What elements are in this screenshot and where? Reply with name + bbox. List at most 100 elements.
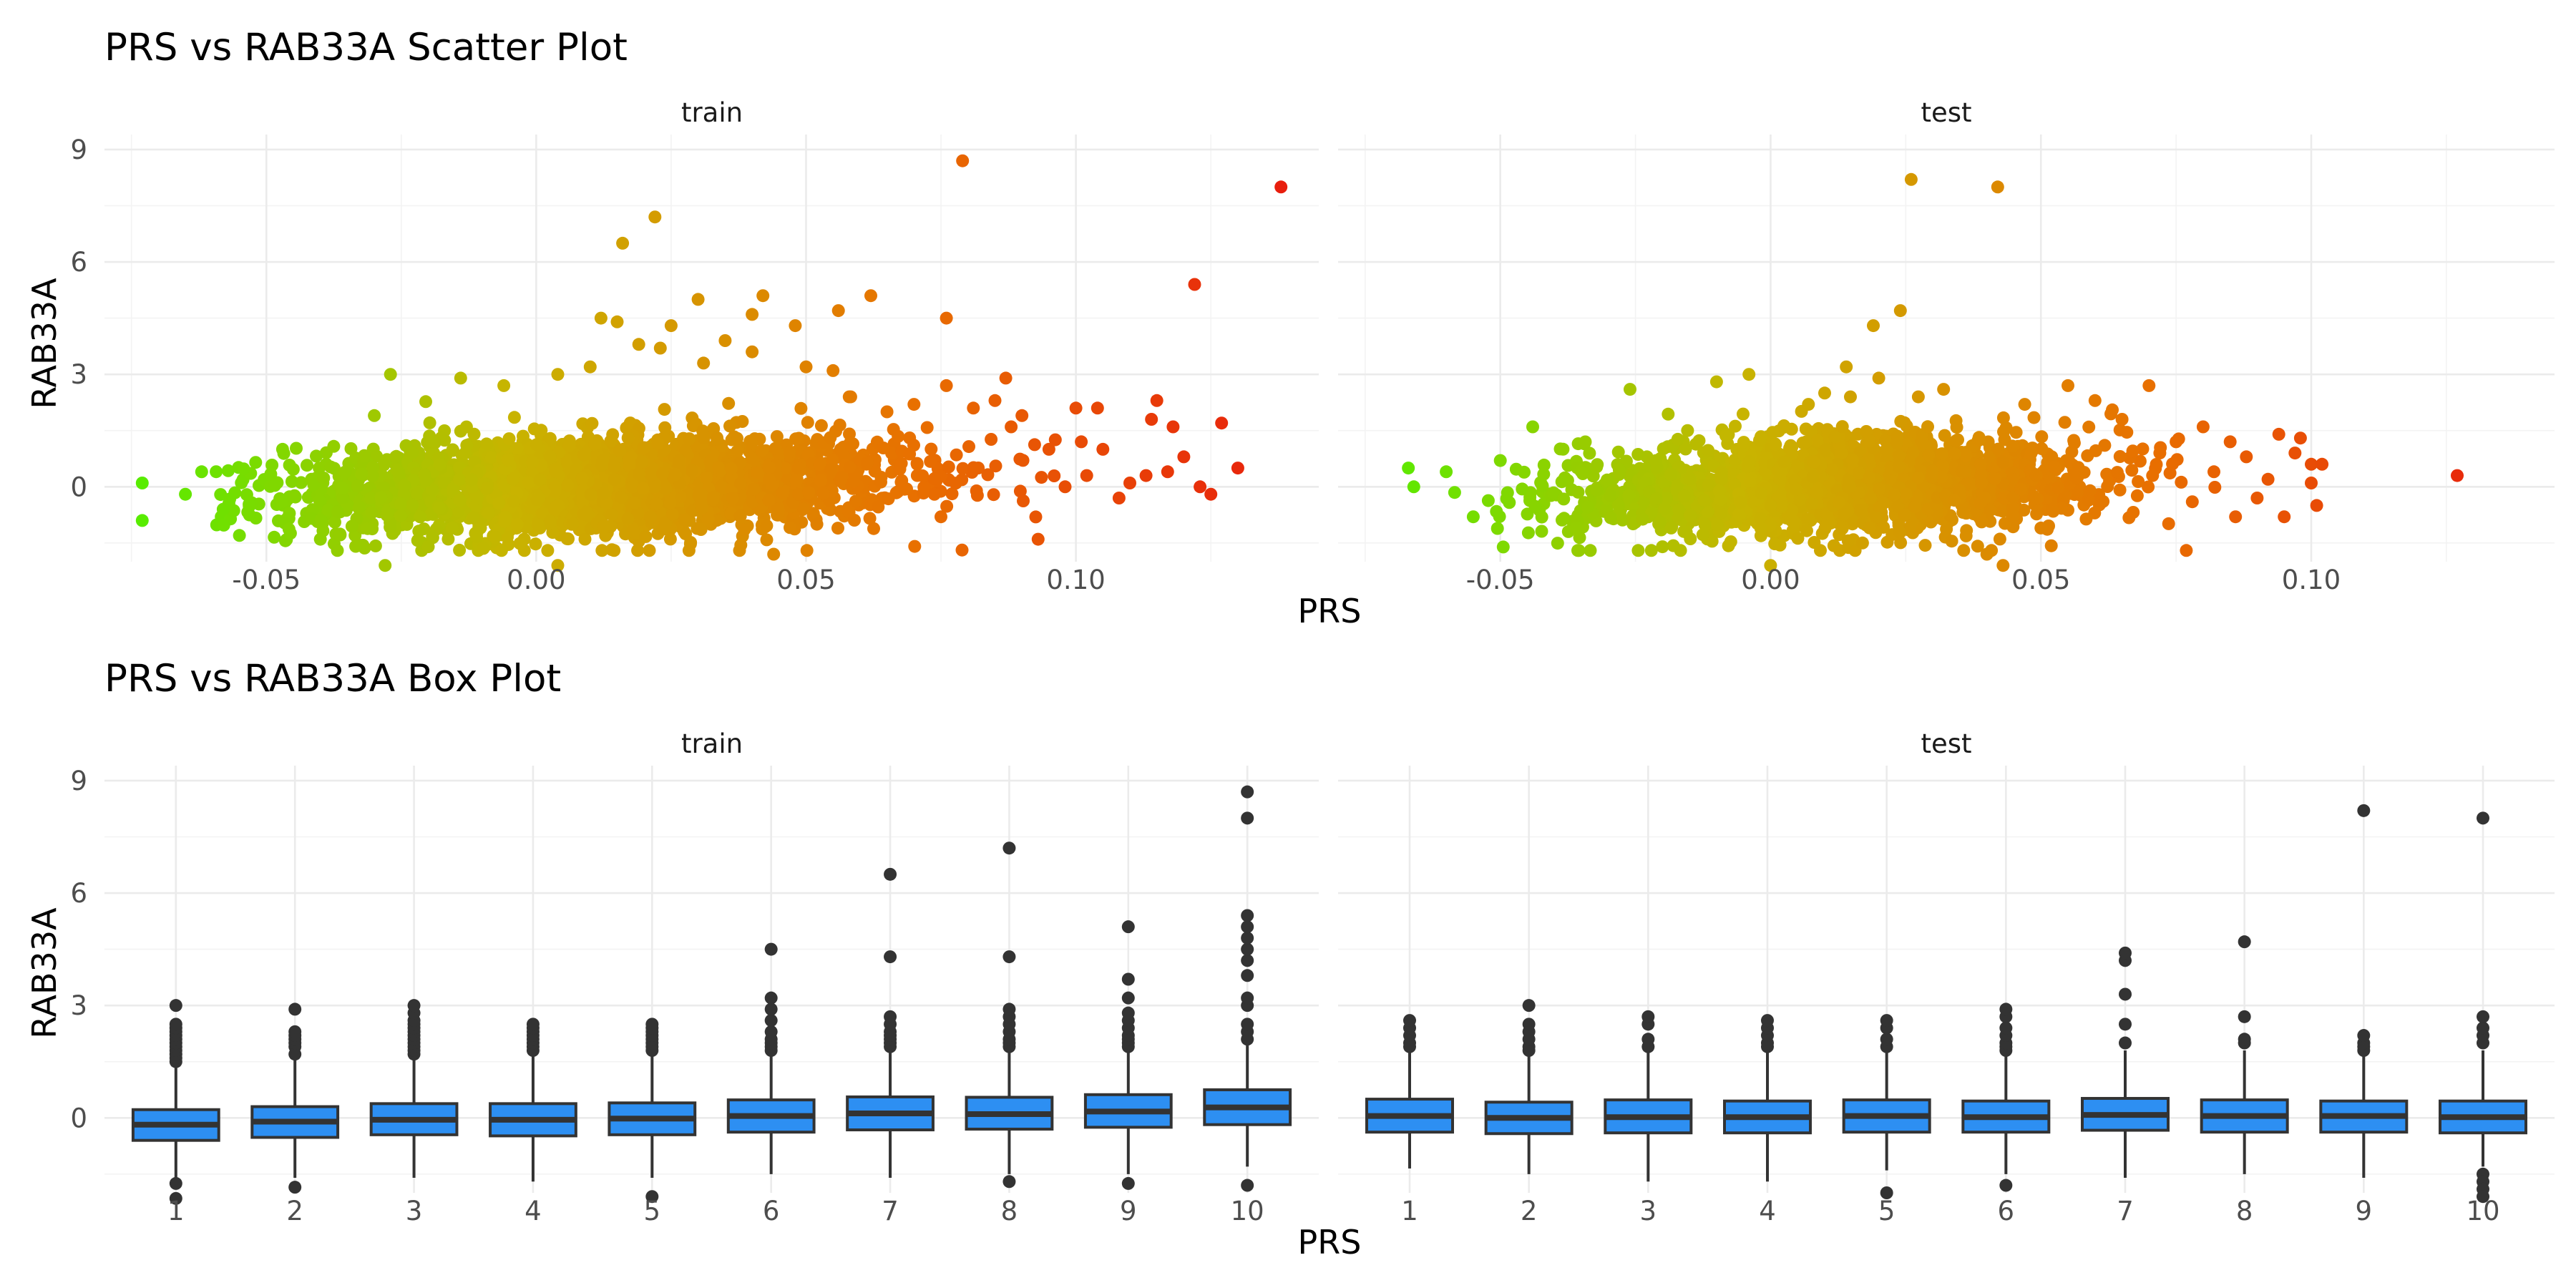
scatter-point <box>1600 473 1614 487</box>
scatter-point <box>2062 379 2074 392</box>
scatter-point <box>578 532 592 546</box>
scatter-point <box>317 472 331 484</box>
scatter-point <box>1948 494 1961 507</box>
scatter-point <box>453 493 467 507</box>
scatter-point <box>726 492 739 505</box>
scatter-point <box>1660 492 1673 504</box>
scatter-point <box>867 522 880 535</box>
scatter-point <box>1080 469 1093 482</box>
scatter-point <box>2293 431 2307 445</box>
scatter-point <box>789 319 802 333</box>
scatter-point <box>223 492 236 506</box>
scatter-point <box>877 441 890 454</box>
scatter-point <box>700 471 713 484</box>
scatter-point <box>418 468 431 482</box>
scatter-point <box>2261 472 2275 486</box>
scatter-point <box>507 411 521 424</box>
scatter-point <box>411 487 424 501</box>
scatter-point <box>635 455 648 469</box>
scatter-point <box>433 458 447 472</box>
scatter-point <box>2136 442 2150 456</box>
box-outlier <box>1121 920 1135 934</box>
scatter-point <box>454 371 467 385</box>
scatter-point <box>1496 540 1510 554</box>
scatter-point <box>762 494 776 507</box>
scatter-point <box>365 506 379 519</box>
scatter-point <box>2083 484 2097 497</box>
x-tick-label: 6 <box>763 1196 780 1226</box>
scatter-point <box>784 521 796 535</box>
scatter-point <box>701 512 715 526</box>
scatter-point <box>1490 504 1503 518</box>
scatter-point <box>950 448 963 462</box>
scatter-point <box>1705 535 1719 548</box>
scatter-point <box>369 539 382 552</box>
x-tick-label: 0.00 <box>507 565 565 595</box>
x-tick-label: 7 <box>882 1196 899 1226</box>
scatter-point <box>745 436 758 450</box>
scatter-point <box>1013 484 1027 498</box>
scatter-point <box>940 311 953 325</box>
box-strip-test: test <box>1921 728 1971 759</box>
scatter-point <box>1637 494 1650 508</box>
scatter-point <box>1908 500 1922 513</box>
scatter-point <box>760 519 774 532</box>
scatter-point <box>1974 457 1987 471</box>
scatter-point <box>1709 375 1723 389</box>
scatter-point <box>2043 472 2057 486</box>
box-outlier <box>1121 972 1135 986</box>
scatter-point <box>722 396 736 410</box>
scatter-point <box>632 338 645 351</box>
scatter-point <box>1903 520 1917 534</box>
y-tick-label: 0 <box>70 1103 87 1133</box>
scatter-point <box>1904 172 1918 186</box>
scatter-point <box>1702 478 1715 492</box>
scatter-point <box>2278 510 2291 524</box>
scatter-point <box>1166 420 1180 434</box>
scatter-point <box>872 500 885 514</box>
scatter-point <box>499 510 512 524</box>
scatter-point <box>940 379 953 392</box>
scatter-point <box>1096 442 1110 456</box>
scatter-point <box>1150 394 1163 407</box>
scatter-point <box>2006 439 2019 453</box>
scatter-point <box>1658 502 1672 515</box>
scatter-point <box>324 460 338 474</box>
scatter-point <box>916 469 930 482</box>
scatter-point <box>643 544 656 557</box>
scatter-point <box>497 379 511 392</box>
scatter-point <box>1112 492 1126 504</box>
scatter-point <box>1911 390 1925 404</box>
scatter-point <box>987 488 1000 502</box>
x-tick-label: 3 <box>1640 1196 1657 1226</box>
scatter-point <box>1683 472 1697 486</box>
scatter-point <box>414 510 427 524</box>
scatter-point <box>718 334 732 347</box>
scatter-point <box>1937 383 1951 396</box>
scatter-point <box>989 459 1002 473</box>
scatter-point <box>756 289 770 303</box>
scatter-point <box>1863 471 1876 484</box>
scatter-point <box>1879 434 1892 447</box>
scatter-point <box>1048 433 1062 447</box>
scatter-point <box>1893 526 1907 540</box>
scatter-point <box>426 530 439 544</box>
scatter-point <box>826 364 840 377</box>
scatter-point <box>985 433 998 446</box>
scatter-point <box>880 405 894 419</box>
scatter-point <box>2250 492 2264 504</box>
scatter-point <box>1925 470 1938 484</box>
scatter-point <box>377 458 391 472</box>
scatter-point <box>731 431 743 445</box>
scatter-point <box>801 416 814 429</box>
scatter-point <box>2009 426 2023 439</box>
scatter-point <box>249 456 263 469</box>
x-tick-label: 5 <box>644 1196 661 1226</box>
scatter-point <box>1791 532 1805 545</box>
box-outlier <box>1241 1179 1254 1192</box>
scatter-point <box>1622 489 1636 502</box>
scatter-point <box>849 494 862 508</box>
scatter-point <box>843 460 857 474</box>
y-tick-label: 3 <box>70 990 87 1021</box>
y-tick-label: 6 <box>70 247 87 278</box>
